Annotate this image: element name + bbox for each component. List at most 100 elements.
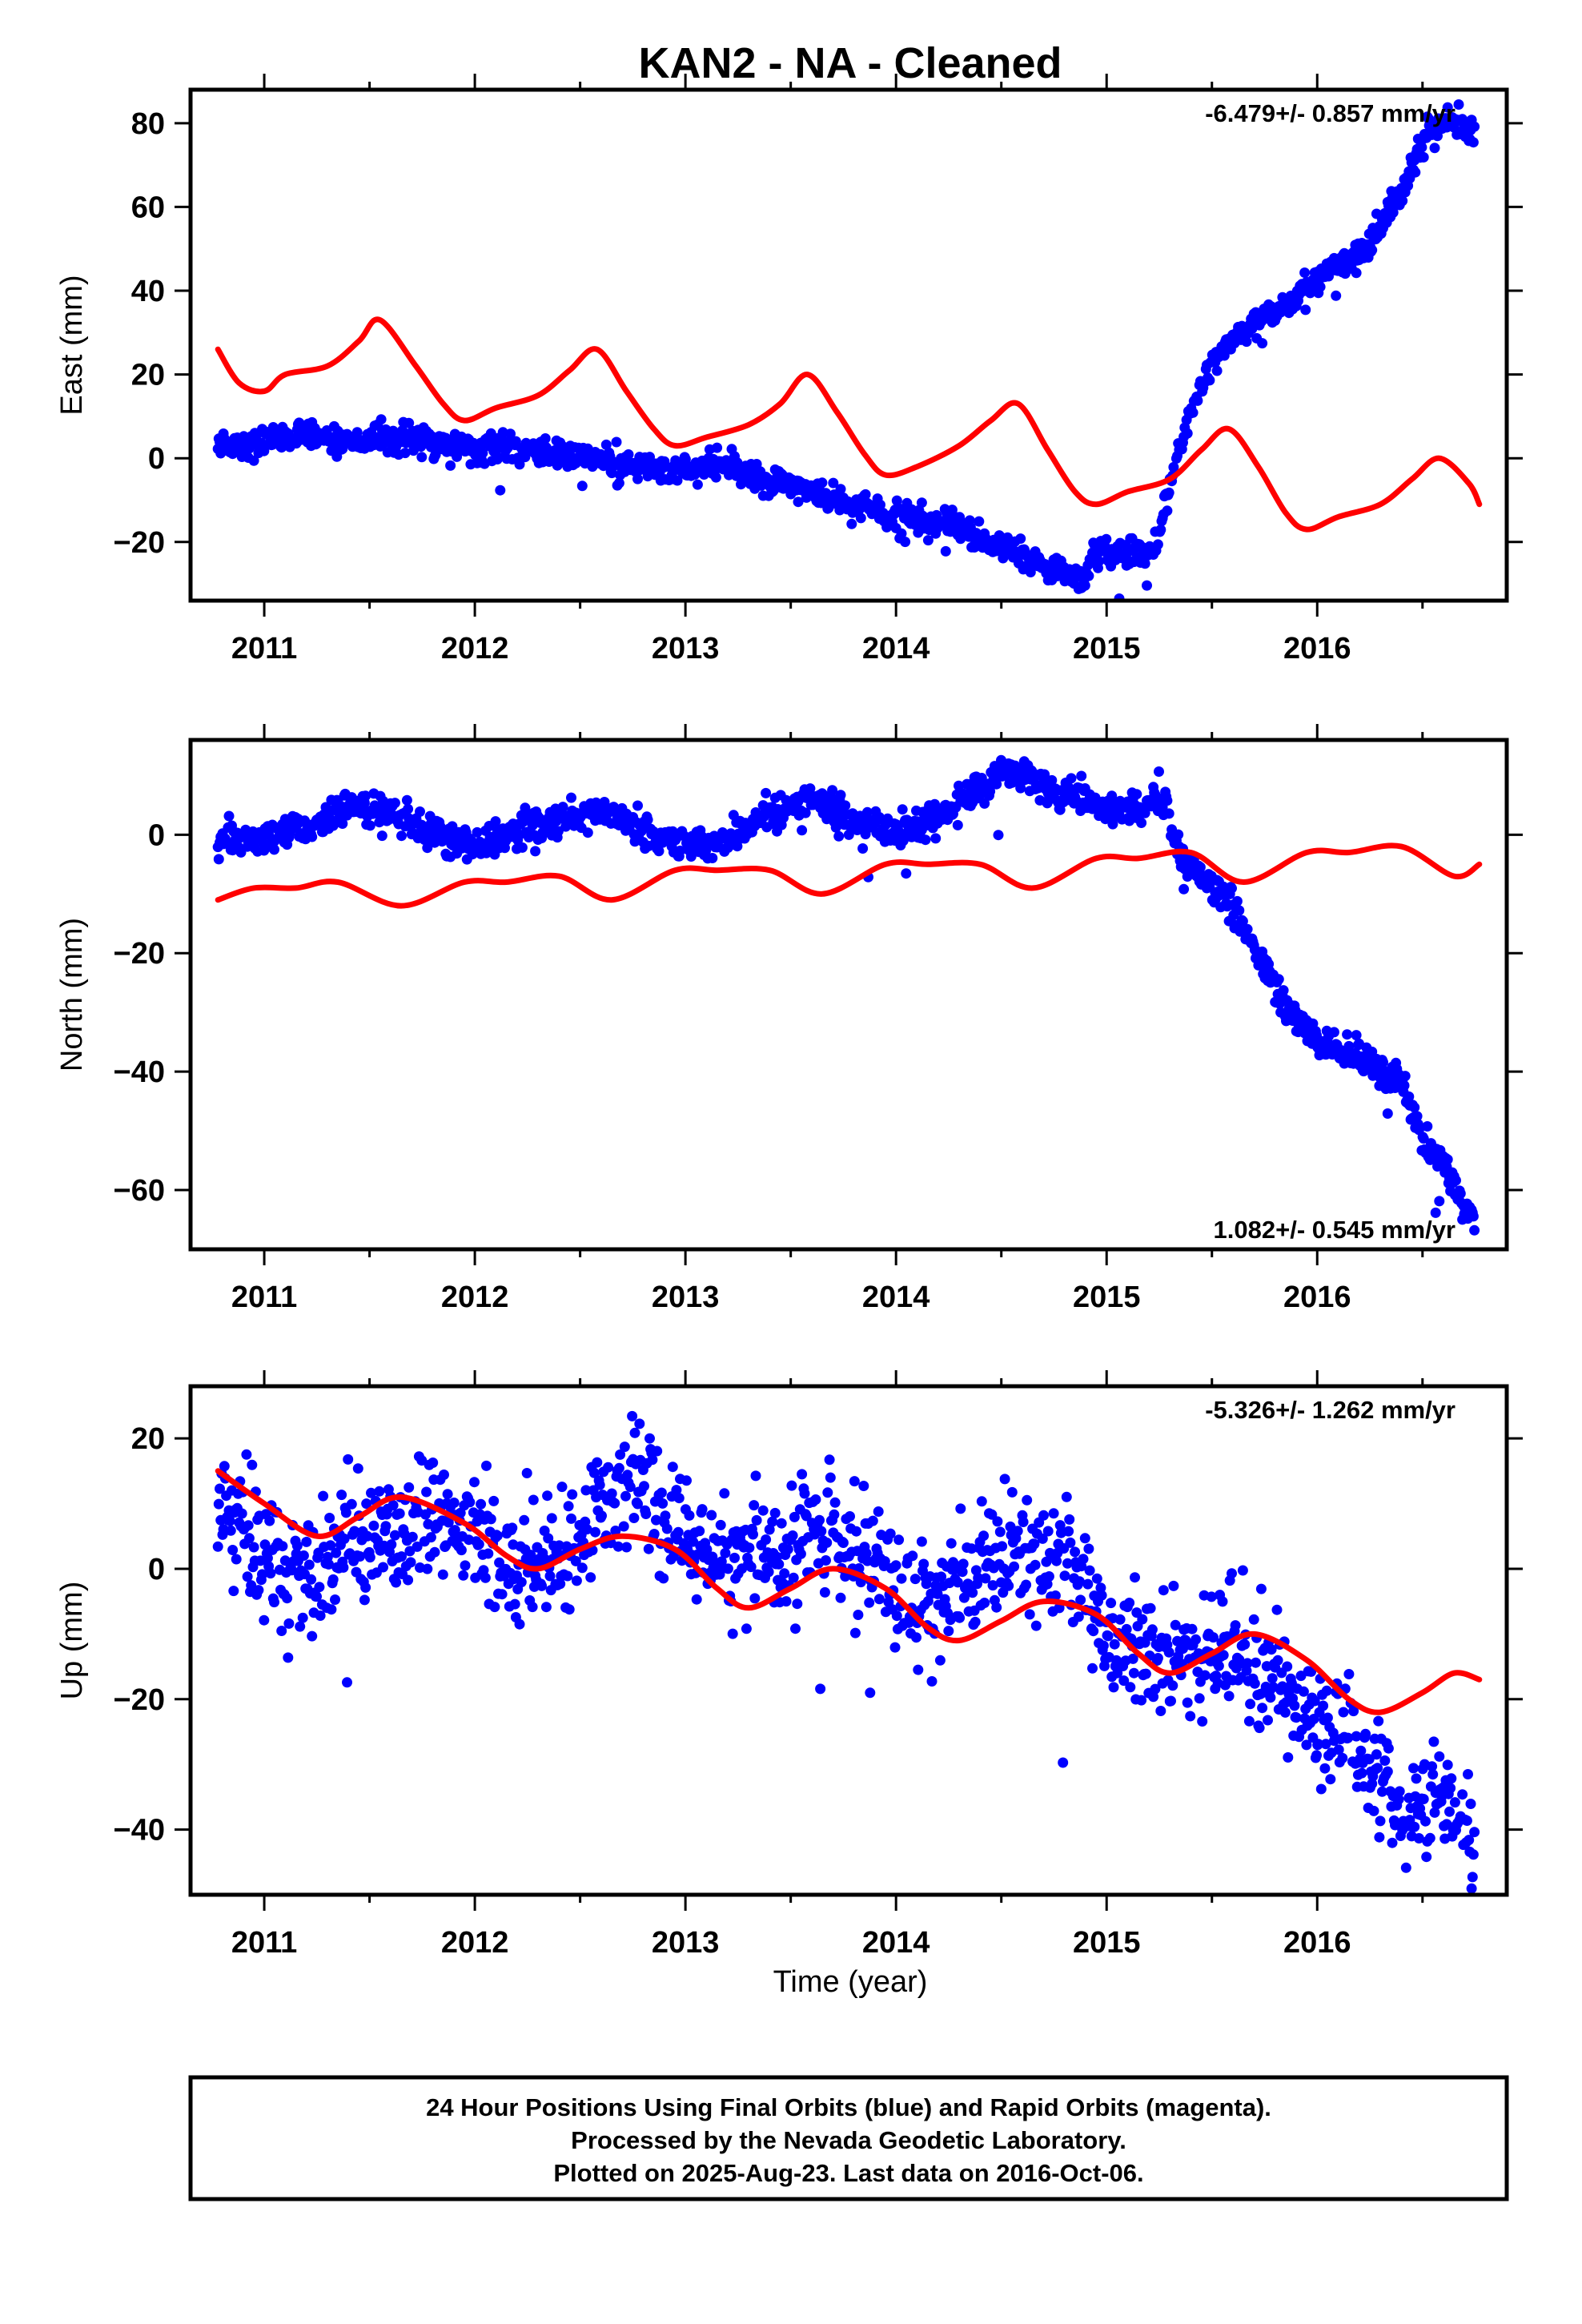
north-data-point [642,814,653,826]
north-data-point [1278,985,1289,996]
east-data-point [1163,487,1174,498]
up-data-point [1429,1807,1440,1818]
up-data-point [1206,1591,1217,1602]
up-data-point [1421,1852,1432,1863]
up-data-point [425,1532,436,1543]
up-data-point [346,1498,357,1510]
up-data-point [829,1509,840,1520]
up-x-tick-label: 2011 [231,1926,297,1960]
east-data-point [855,513,866,524]
up-data-point [615,1449,626,1460]
east-data-point [477,448,488,459]
up-data-point [519,1514,530,1526]
north-data-point [1163,808,1174,819]
up-data-point [1182,1697,1193,1708]
up-data-point [1376,1786,1387,1797]
up-data-point [1136,1695,1147,1706]
up-data-point [776,1518,787,1529]
up-data-point [658,1573,669,1584]
north-data-point [991,778,1002,790]
up-data-point [1186,1623,1198,1634]
east-data-point [1083,570,1094,581]
up-data-point [1191,1634,1202,1645]
up-data-point [359,1594,370,1606]
up-data-point [324,1513,335,1523]
up-data-point [476,1498,487,1510]
east-data-point [613,477,624,489]
north-data-point [396,830,407,842]
up-data-point [979,1598,990,1608]
up-data-point [1379,1755,1391,1766]
up-data-point [816,1526,827,1537]
up-data-point [428,1458,439,1468]
up-data-point [651,1514,661,1526]
north-data-point [376,830,387,842]
up-data-point [797,1469,808,1480]
east-data-point [1168,461,1179,472]
up-data-point [640,1509,652,1519]
up-data-point [458,1570,469,1581]
up-data-point [932,1588,943,1599]
up-data-point [481,1460,492,1471]
up-y-tick-label: 20 [131,1422,165,1456]
up-data-point [1062,1558,1073,1569]
east-data-point [1416,142,1427,153]
up-data-point [749,1593,761,1604]
up-data-point [1263,1715,1273,1726]
up-data-point [661,1523,673,1534]
up-data-point [386,1539,397,1550]
up-data-point [1061,1491,1072,1502]
up-data-point [1318,1700,1329,1711]
up-data-point [1084,1565,1095,1576]
east-data-point [495,485,506,496]
up-data-point [1237,1565,1248,1576]
up-data-point [1427,1761,1438,1772]
up-data-point [786,1480,797,1491]
up-data-point [1021,1579,1032,1590]
up-data-point [330,1594,340,1605]
north-data-point [840,800,851,811]
up-data-point [352,1463,363,1474]
north-data-point [223,810,235,822]
north-x-tick-label: 2016 [1283,1281,1351,1314]
north-data-point [1136,818,1147,828]
north-data-point [827,785,838,796]
north-data-point [389,798,400,809]
up-data-point [792,1598,803,1610]
up-data-point [1351,1731,1362,1742]
east-data-point [1418,151,1429,163]
up-data-point [248,1542,259,1553]
up-data-point [896,1573,907,1584]
up-data-point [283,1652,294,1663]
up-data-point [1400,1862,1411,1873]
up-data-point [652,1445,663,1457]
up-data-point [480,1572,491,1583]
east-data-point [611,436,622,448]
up-data-point [1283,1752,1294,1763]
up-data-point [613,1462,624,1474]
up-data-point [318,1490,329,1502]
up-data-point [1030,1620,1042,1631]
north-data-point [835,790,846,801]
north-data-point [1154,766,1164,777]
up-data-point [694,1526,705,1537]
up-data-point [228,1586,239,1597]
up-data-point [1050,1590,1061,1601]
up-data-point [1058,1757,1069,1768]
up-data-point [864,1597,875,1608]
up-data-point [773,1558,785,1570]
up-x-tick-label: 2014 [862,1926,930,1960]
up-data-point [1220,1679,1231,1691]
up-data-point [1445,1783,1456,1794]
east-data-point [1300,304,1311,316]
up-data-point [243,1520,254,1531]
up-y-tick-label: −40 [114,1814,165,1848]
up-data-point [1166,1695,1176,1707]
up-data-point [851,1526,862,1537]
east-data-point [239,431,249,442]
north-data-point [1227,883,1237,894]
up-data-point [909,1574,921,1585]
up-data-point [1248,1614,1259,1625]
north-data-point [1234,905,1245,916]
up-data-point [825,1472,836,1483]
